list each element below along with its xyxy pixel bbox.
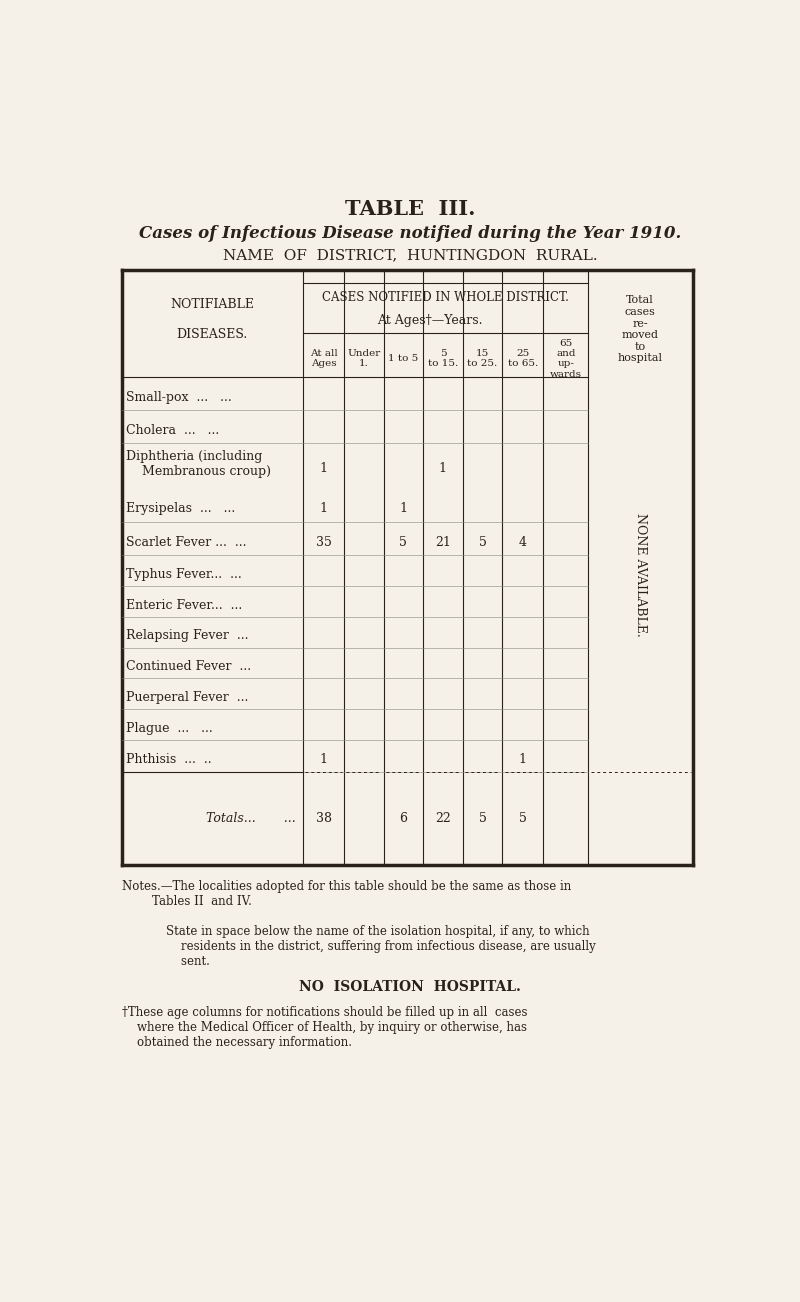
Text: Erysipelas  ...   ...: Erysipelas ... ... (126, 503, 235, 516)
Text: Notes.—The localities adopted for this table should be the same as those in
    : Notes.—The localities adopted for this t… (122, 880, 571, 907)
Text: 65
and
up-
wards: 65 and up- wards (550, 339, 582, 379)
Text: Small-pox  ...   ...: Small-pox ... ... (126, 391, 231, 404)
Text: Continued Fever  ...: Continued Fever ... (126, 660, 250, 673)
Text: At all
Ages: At all Ages (310, 349, 338, 368)
Text: 5: 5 (478, 812, 486, 825)
Text: TABLE  III.: TABLE III. (345, 199, 475, 219)
Text: NOTIFIABLE

DISEASES.: NOTIFIABLE DISEASES. (170, 298, 254, 341)
Text: Diphtheria (including: Diphtheria (including (126, 450, 262, 464)
Text: 15
to 25.: 15 to 25. (467, 349, 498, 368)
Text: Plague  ...   ...: Plague ... ... (126, 721, 212, 734)
Text: 1: 1 (518, 754, 526, 767)
Text: Total
cases
re-
moved
to
hospital: Total cases re- moved to hospital (618, 296, 662, 363)
Text: Scarlet Fever ...  ...: Scarlet Fever ... ... (126, 536, 246, 549)
Text: Typhus Fever...  ...: Typhus Fever... ... (126, 568, 242, 581)
Text: 22: 22 (435, 812, 451, 825)
Text: 35: 35 (316, 536, 331, 549)
Text: 38: 38 (315, 812, 331, 825)
Text: NAME  OF  DISTRICT,  HUNTINGDON  RURAL.: NAME OF DISTRICT, HUNTINGDON RURAL. (222, 247, 598, 262)
Text: Puerperal Fever  ...: Puerperal Fever ... (126, 691, 248, 704)
Text: 1: 1 (319, 503, 327, 516)
Text: Cases of Infectious Disease notified during the Year 1910.: Cases of Infectious Disease notified dur… (139, 225, 681, 242)
Text: 1 to 5: 1 to 5 (388, 354, 418, 363)
Text: 5: 5 (519, 812, 526, 825)
Text: Membranous croup): Membranous croup) (126, 465, 270, 478)
Text: Under
1.: Under 1. (347, 349, 381, 368)
Text: State in space below the name of the isolation hospital, if any, to which
    re: State in space below the name of the iso… (166, 924, 596, 967)
Text: Phthisis  ...  ..: Phthisis ... .. (126, 754, 211, 767)
Text: 1: 1 (319, 754, 327, 767)
Text: CASES NOTIFIED IN WHOLE DISTRICT.: CASES NOTIFIED IN WHOLE DISTRICT. (322, 290, 569, 303)
Text: †These age columns for notifications should be filled up in all  cases
    where: †These age columns for notifications sho… (122, 1005, 527, 1048)
Text: Totals...       ...: Totals... ... (206, 812, 296, 825)
Text: 5
to 15.: 5 to 15. (428, 349, 458, 368)
Text: 1: 1 (319, 462, 327, 475)
Text: NO  ISOLATION  HOSPITAL.: NO ISOLATION HOSPITAL. (299, 980, 521, 995)
Text: At Ages†—Years.: At Ages†—Years. (378, 314, 483, 327)
Text: Relapsing Fever  ...: Relapsing Fever ... (126, 629, 248, 642)
Text: 4: 4 (518, 536, 526, 549)
Text: NONE AVAILABLE.: NONE AVAILABLE. (634, 513, 647, 637)
Text: 6: 6 (399, 812, 407, 825)
Text: 5: 5 (399, 536, 407, 549)
Text: 25
to 65.: 25 to 65. (508, 349, 538, 368)
Text: 1: 1 (399, 503, 407, 516)
Text: Cholera  ...   ...: Cholera ... ... (126, 424, 219, 437)
Text: 21: 21 (435, 536, 451, 549)
Text: 5: 5 (478, 536, 486, 549)
Text: Enteric Fever...  ...: Enteric Fever... ... (126, 599, 242, 612)
Text: 1: 1 (439, 462, 447, 475)
